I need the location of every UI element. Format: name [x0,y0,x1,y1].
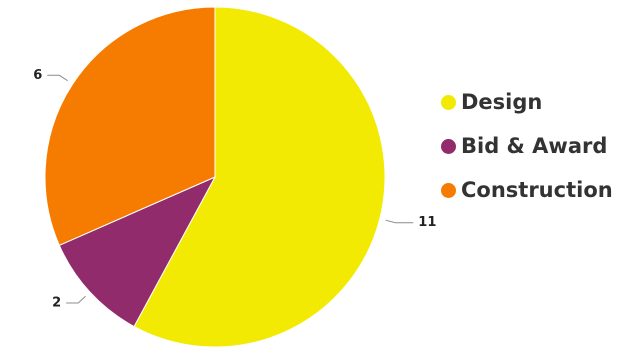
pie-slices [44,6,386,348]
legend-item-design[interactable]: Design [441,80,637,124]
leader-lines [47,74,414,304]
legend-item-construction[interactable]: Construction [441,168,637,212]
legend-label-construction: Construction [461,178,613,202]
legend-swatch-bid-award [441,138,456,154]
legend-swatch-design [441,94,456,110]
leader-line-construction [47,74,68,82]
pie-slice-bid-award[interactable] [58,175,217,328]
data-label-construction: 6 [33,68,42,83]
legend-label-bid-award: Bid & Award [461,134,608,158]
leader-line-design [385,219,414,224]
data-label-bid-award: 2 [52,296,61,311]
legend: Design Bid & Award Construction [441,80,637,212]
legend-label-design: Design [461,90,543,114]
data-labels: 11 2 6 [33,68,436,311]
pie-slice-construction[interactable] [44,6,216,246]
legend-swatch-construction [441,182,456,198]
data-label-design: 11 [418,215,436,230]
leader-line-bid-award [66,295,86,304]
legend-item-bid-award[interactable]: Bid & Award [441,124,637,168]
